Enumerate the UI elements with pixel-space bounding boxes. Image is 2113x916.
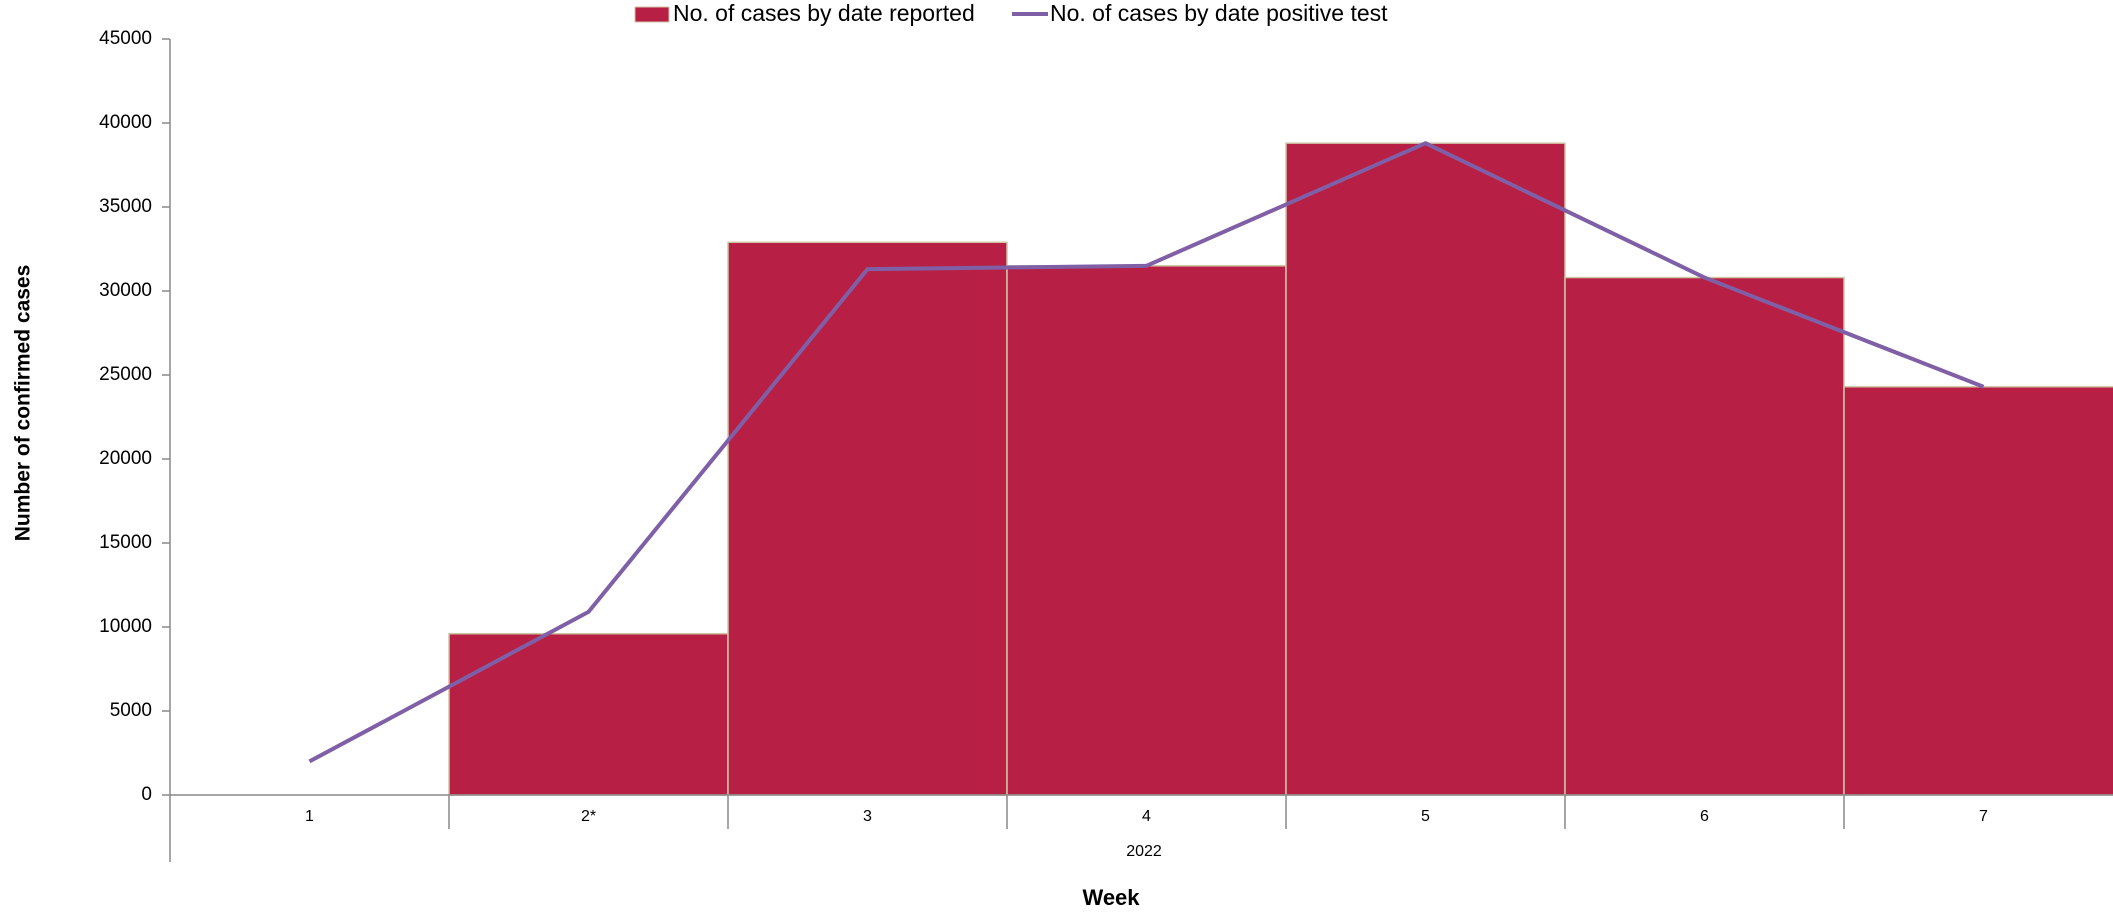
y-tick-label: 10000 — [99, 616, 152, 637]
bar — [1843, 386, 2113, 796]
x-tick-label: 3 — [863, 808, 872, 825]
bar — [727, 241, 1008, 796]
y-tick-label: 35000 — [99, 196, 152, 217]
x-tick-label: 4 — [1142, 808, 1151, 825]
x-tick-label: 6 — [1700, 808, 1709, 825]
x-axis-title: Week — [1082, 885, 1140, 910]
x-tick-label: 1 — [305, 808, 314, 825]
bar — [1564, 276, 1845, 796]
y-tick-label: 20000 — [99, 448, 152, 469]
y-tick-label: 30000 — [99, 280, 152, 301]
x-tick-label: 2* — [581, 808, 596, 825]
y-tick-label: 5000 — [110, 700, 152, 721]
y-tick-label: 40000 — [99, 112, 152, 133]
y-tick-label: 15000 — [99, 532, 152, 553]
line — [308, 141, 1985, 764]
bar — [1006, 265, 1287, 796]
legend-label: No. of cases by date positive test — [1050, 0, 1388, 26]
y-tick-label: 0 — [141, 784, 152, 805]
y-tick-label: 45000 — [99, 28, 152, 49]
x-group-label: 2022 — [1126, 843, 1162, 860]
legend-swatch — [634, 6, 670, 23]
bar — [1285, 142, 1566, 796]
legend-label: No. of cases by date reported — [673, 0, 975, 26]
bar — [448, 632, 729, 796]
y-axis-title: Number of confirmed cases — [12, 265, 35, 542]
y-tick-label: 25000 — [99, 364, 152, 385]
x-tick-label: 7 — [1979, 808, 1988, 825]
x-tick-label: 5 — [1421, 808, 1430, 825]
